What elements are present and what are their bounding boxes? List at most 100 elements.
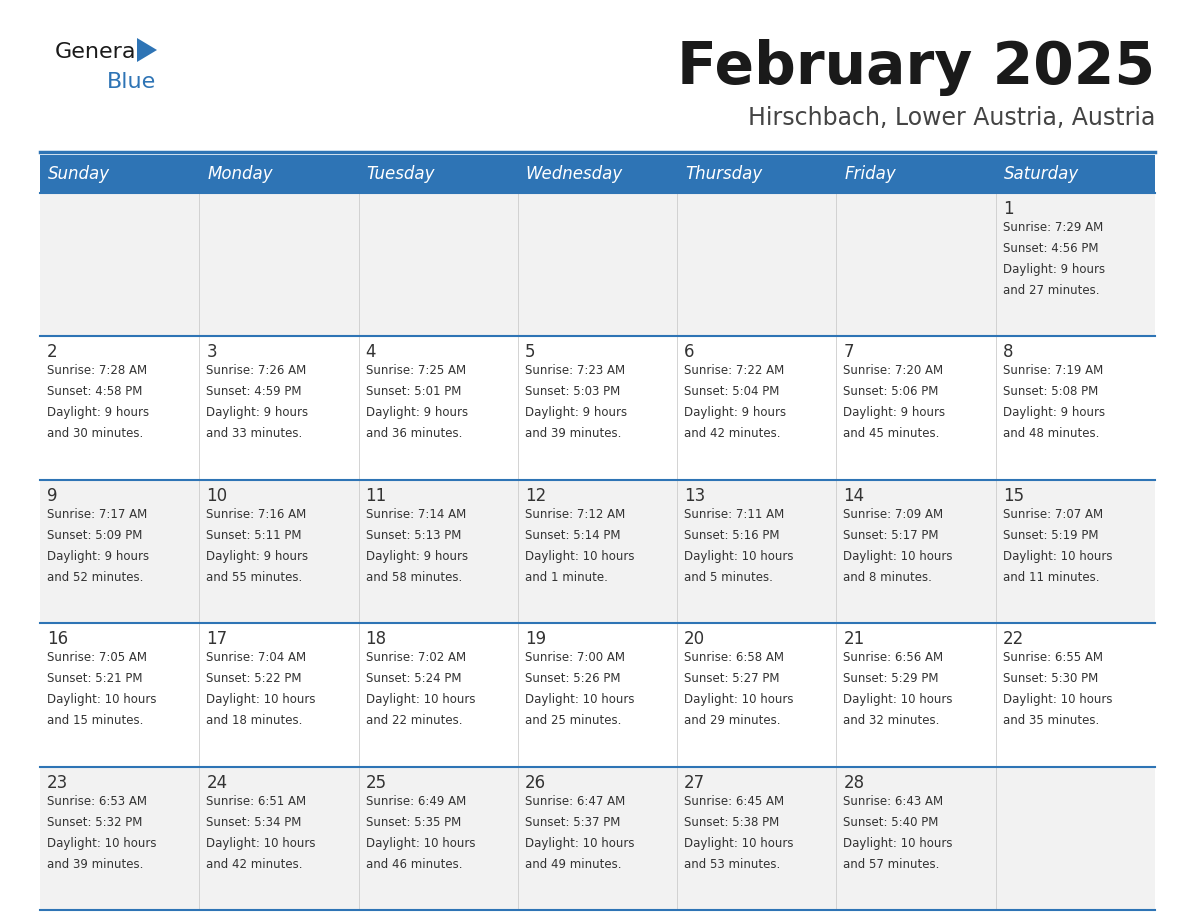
Text: Sunset: 4:59 PM: Sunset: 4:59 PM xyxy=(207,386,302,398)
Text: Sunset: 5:08 PM: Sunset: 5:08 PM xyxy=(1003,386,1098,398)
Bar xyxy=(40,193,1155,336)
Text: Sunset: 4:58 PM: Sunset: 4:58 PM xyxy=(48,386,143,398)
Text: Sunrise: 7:20 AM: Sunrise: 7:20 AM xyxy=(843,364,943,377)
Text: and 8 minutes.: and 8 minutes. xyxy=(843,571,933,584)
Text: 10: 10 xyxy=(207,487,227,505)
Text: Sunday: Sunday xyxy=(48,165,110,183)
Text: Daylight: 10 hours: Daylight: 10 hours xyxy=(207,693,316,706)
Text: Sunrise: 7:17 AM: Sunrise: 7:17 AM xyxy=(48,508,147,521)
Text: Sunset: 5:35 PM: Sunset: 5:35 PM xyxy=(366,815,461,829)
Text: Sunrise: 6:58 AM: Sunrise: 6:58 AM xyxy=(684,651,784,665)
Text: Sunrise: 7:19 AM: Sunrise: 7:19 AM xyxy=(1003,364,1102,377)
Text: and 1 minute.: and 1 minute. xyxy=(525,571,608,584)
Text: 21: 21 xyxy=(843,630,865,648)
Text: and 53 minutes.: and 53 minutes. xyxy=(684,857,781,870)
Text: Sunrise: 7:26 AM: Sunrise: 7:26 AM xyxy=(207,364,307,377)
Text: Sunset: 5:30 PM: Sunset: 5:30 PM xyxy=(1003,672,1098,685)
Text: 6: 6 xyxy=(684,343,695,362)
Text: Sunset: 5:22 PM: Sunset: 5:22 PM xyxy=(207,672,302,685)
Text: and 57 minutes.: and 57 minutes. xyxy=(843,857,940,870)
Text: Friday: Friday xyxy=(845,165,896,183)
Bar xyxy=(40,767,1155,910)
Text: Sunset: 5:26 PM: Sunset: 5:26 PM xyxy=(525,672,620,685)
Text: Sunrise: 7:11 AM: Sunrise: 7:11 AM xyxy=(684,508,784,521)
Text: Sunrise: 6:51 AM: Sunrise: 6:51 AM xyxy=(207,795,307,808)
Text: 26: 26 xyxy=(525,774,546,791)
Text: Daylight: 10 hours: Daylight: 10 hours xyxy=(684,693,794,706)
Text: and 46 minutes.: and 46 minutes. xyxy=(366,857,462,870)
Text: Daylight: 9 hours: Daylight: 9 hours xyxy=(48,407,150,420)
Text: Sunrise: 7:22 AM: Sunrise: 7:22 AM xyxy=(684,364,784,377)
Text: Sunrise: 6:53 AM: Sunrise: 6:53 AM xyxy=(48,795,147,808)
Text: Daylight: 9 hours: Daylight: 9 hours xyxy=(1003,263,1105,276)
Text: 8: 8 xyxy=(1003,343,1013,362)
Text: Daylight: 9 hours: Daylight: 9 hours xyxy=(48,550,150,563)
Text: and 36 minutes.: and 36 minutes. xyxy=(366,428,462,441)
Text: and 25 minutes.: and 25 minutes. xyxy=(525,714,621,727)
Text: Daylight: 9 hours: Daylight: 9 hours xyxy=(366,550,468,563)
Text: Sunset: 5:24 PM: Sunset: 5:24 PM xyxy=(366,672,461,685)
Text: Sunrise: 6:55 AM: Sunrise: 6:55 AM xyxy=(1003,651,1102,665)
Text: Blue: Blue xyxy=(107,72,157,92)
Text: Sunrise: 6:47 AM: Sunrise: 6:47 AM xyxy=(525,795,625,808)
Text: Daylight: 10 hours: Daylight: 10 hours xyxy=(843,836,953,849)
Text: Monday: Monday xyxy=(207,165,273,183)
Text: Saturday: Saturday xyxy=(1004,165,1079,183)
Bar xyxy=(40,480,1155,623)
Text: 2: 2 xyxy=(48,343,58,362)
Text: Sunset: 5:32 PM: Sunset: 5:32 PM xyxy=(48,815,143,829)
Text: Sunrise: 7:23 AM: Sunrise: 7:23 AM xyxy=(525,364,625,377)
Text: Sunset: 5:17 PM: Sunset: 5:17 PM xyxy=(843,529,939,542)
Text: Daylight: 10 hours: Daylight: 10 hours xyxy=(1003,693,1112,706)
Text: 13: 13 xyxy=(684,487,706,505)
Text: Daylight: 10 hours: Daylight: 10 hours xyxy=(366,693,475,706)
Text: Sunset: 5:29 PM: Sunset: 5:29 PM xyxy=(843,672,939,685)
Text: Daylight: 10 hours: Daylight: 10 hours xyxy=(48,693,157,706)
Text: Sunrise: 7:00 AM: Sunrise: 7:00 AM xyxy=(525,651,625,665)
Text: 23: 23 xyxy=(48,774,68,791)
Text: 24: 24 xyxy=(207,774,227,791)
Text: Sunset: 5:21 PM: Sunset: 5:21 PM xyxy=(48,672,143,685)
Text: 27: 27 xyxy=(684,774,706,791)
Text: Sunset: 5:37 PM: Sunset: 5:37 PM xyxy=(525,815,620,829)
Text: and 29 minutes.: and 29 minutes. xyxy=(684,714,781,727)
Text: Sunset: 5:19 PM: Sunset: 5:19 PM xyxy=(1003,529,1098,542)
Text: 4: 4 xyxy=(366,343,377,362)
Text: 20: 20 xyxy=(684,630,706,648)
Text: and 42 minutes.: and 42 minutes. xyxy=(207,857,303,870)
Text: 16: 16 xyxy=(48,630,68,648)
Text: Sunset: 5:40 PM: Sunset: 5:40 PM xyxy=(843,815,939,829)
Text: 25: 25 xyxy=(366,774,387,791)
Text: Daylight: 10 hours: Daylight: 10 hours xyxy=(366,836,475,849)
Text: and 39 minutes.: and 39 minutes. xyxy=(525,428,621,441)
Text: Daylight: 10 hours: Daylight: 10 hours xyxy=(684,550,794,563)
Text: Sunset: 5:16 PM: Sunset: 5:16 PM xyxy=(684,529,779,542)
Text: and 39 minutes.: and 39 minutes. xyxy=(48,857,144,870)
Text: and 32 minutes.: and 32 minutes. xyxy=(843,714,940,727)
Text: and 45 minutes.: and 45 minutes. xyxy=(843,428,940,441)
Text: Sunrise: 7:14 AM: Sunrise: 7:14 AM xyxy=(366,508,466,521)
Text: Sunset: 5:03 PM: Sunset: 5:03 PM xyxy=(525,386,620,398)
Text: Sunset: 5:09 PM: Sunset: 5:09 PM xyxy=(48,529,143,542)
Text: 7: 7 xyxy=(843,343,854,362)
Text: and 5 minutes.: and 5 minutes. xyxy=(684,571,773,584)
Text: and 33 minutes.: and 33 minutes. xyxy=(207,428,303,441)
Text: Daylight: 10 hours: Daylight: 10 hours xyxy=(207,836,316,849)
Text: Sunrise: 6:45 AM: Sunrise: 6:45 AM xyxy=(684,795,784,808)
Text: Sunrise: 7:12 AM: Sunrise: 7:12 AM xyxy=(525,508,625,521)
Text: Daylight: 9 hours: Daylight: 9 hours xyxy=(207,407,309,420)
Text: and 11 minutes.: and 11 minutes. xyxy=(1003,571,1099,584)
Text: Daylight: 9 hours: Daylight: 9 hours xyxy=(843,407,946,420)
Text: Daylight: 10 hours: Daylight: 10 hours xyxy=(843,693,953,706)
Text: Sunrise: 7:16 AM: Sunrise: 7:16 AM xyxy=(207,508,307,521)
Text: Sunset: 5:06 PM: Sunset: 5:06 PM xyxy=(843,386,939,398)
Text: Sunrise: 6:56 AM: Sunrise: 6:56 AM xyxy=(843,651,943,665)
Text: Hirschbach, Lower Austria, Austria: Hirschbach, Lower Austria, Austria xyxy=(747,106,1155,130)
Bar xyxy=(40,336,1155,480)
Text: General: General xyxy=(55,42,143,62)
Text: and 52 minutes.: and 52 minutes. xyxy=(48,571,144,584)
Text: 15: 15 xyxy=(1003,487,1024,505)
Text: and 22 minutes.: and 22 minutes. xyxy=(366,714,462,727)
Text: Sunset: 5:01 PM: Sunset: 5:01 PM xyxy=(366,386,461,398)
Text: 3: 3 xyxy=(207,343,217,362)
